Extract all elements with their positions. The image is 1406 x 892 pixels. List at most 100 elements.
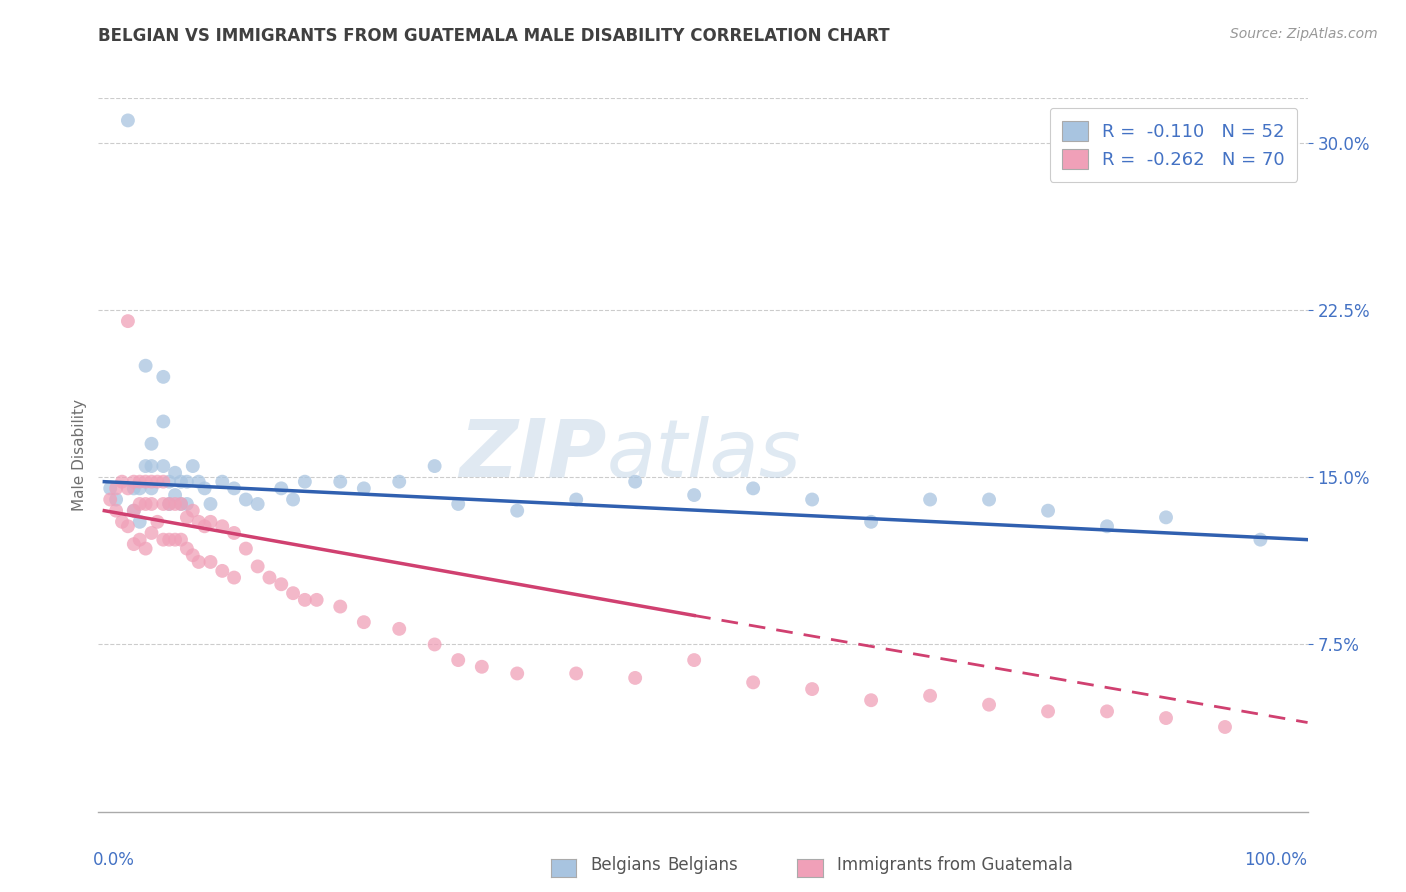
Point [122,475,145,489]
Point [152,414,174,429]
Point [294,592,316,607]
Point [246,559,269,574]
Point [170,533,193,547]
Text: 100.0%: 100.0% [1244,851,1308,869]
Point [235,492,257,507]
Point [165,466,187,480]
Point [176,541,198,556]
Point [105,503,128,517]
Point [1095,705,1118,719]
Point [1095,519,1118,533]
Point [624,475,647,489]
Point [141,482,163,496]
Point [920,689,942,703]
Point [294,475,316,489]
Point [353,615,375,630]
Point [128,482,150,496]
Point [423,637,446,651]
Point [329,599,352,614]
Point [181,459,204,474]
Point [152,459,174,474]
Point [117,113,139,128]
Point [471,660,494,674]
Point [860,693,883,707]
Point [742,482,765,496]
Point [170,497,193,511]
Point [977,492,1000,507]
Text: BELGIAN VS IMMIGRANTS FROM GUATEMALA MALE DISABILITY CORRELATION CHART: BELGIAN VS IMMIGRANTS FROM GUATEMALA MAL… [98,27,890,45]
Point [506,666,529,681]
Point [157,497,180,511]
Point [447,497,470,511]
Point [742,675,765,690]
Point [200,497,222,511]
Point [141,475,163,489]
Point [122,503,145,517]
Point [222,571,245,585]
Point [165,488,187,502]
Point [1036,705,1059,719]
Point [211,519,233,533]
Point [246,497,269,511]
Point [128,497,150,511]
Point [117,314,139,328]
Point [683,653,706,667]
Point [388,622,411,636]
Point [181,548,204,563]
Point [194,482,217,496]
Point [117,519,139,533]
Point [565,492,588,507]
Point [135,541,157,556]
Point [222,482,245,496]
Point [270,577,292,591]
Legend: R =  -0.110   N = 52, R =  -0.262   N = 70: R = -0.110 N = 52, R = -0.262 N = 70 [1050,108,1298,182]
Point [157,475,180,489]
Point [624,671,647,685]
Point [281,492,304,507]
Point [187,515,209,529]
Point [122,482,145,496]
Point [801,492,824,507]
Point [506,503,529,517]
Point [128,533,150,547]
Point [1154,711,1177,725]
Point [447,653,470,667]
Text: Source: ZipAtlas.com: Source: ZipAtlas.com [1230,27,1378,41]
Point [187,555,209,569]
Point [1036,503,1059,517]
Point [122,537,145,551]
Point [135,359,157,373]
Point [98,492,121,507]
Point [977,698,1000,712]
Point [141,459,163,474]
Point [200,515,222,529]
Point [152,497,174,511]
Point [105,492,128,507]
Point [920,492,942,507]
Point [181,503,204,517]
Point [141,436,163,450]
Point [211,564,233,578]
Point [194,519,217,533]
Point [135,497,157,511]
Point [187,475,209,489]
Text: Belgians: Belgians [668,855,738,873]
Point [128,475,150,489]
Point [329,475,352,489]
Point [117,482,139,496]
Point [105,482,128,496]
Point [270,482,292,496]
Text: 0.0%: 0.0% [93,851,135,869]
Point [801,681,824,696]
Point [135,459,157,474]
Point [235,541,257,556]
Point [111,515,134,529]
Point [141,497,163,511]
Point [353,482,375,496]
Point [146,515,169,529]
Point [146,475,169,489]
Point [152,533,174,547]
Point [176,475,198,489]
Point [176,497,198,511]
Point [165,533,187,547]
